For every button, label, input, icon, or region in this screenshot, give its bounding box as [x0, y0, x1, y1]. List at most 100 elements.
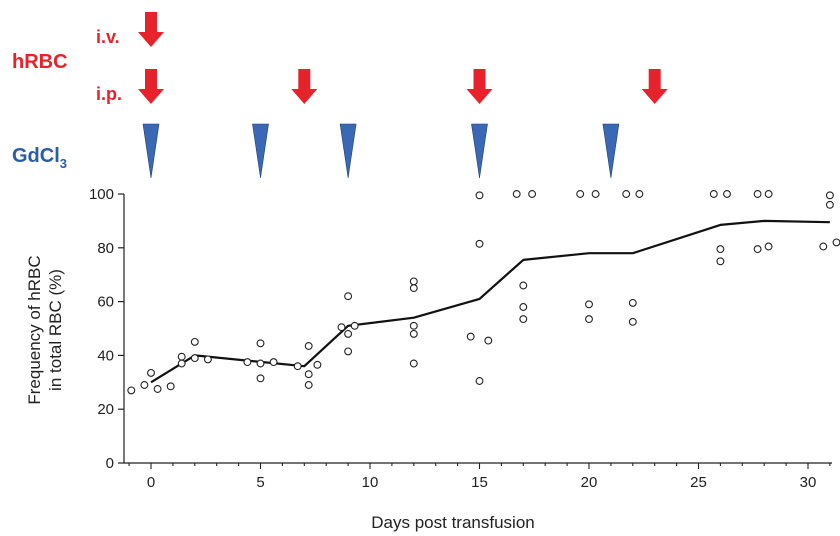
- data-point: [409, 329, 418, 338]
- data-point: [764, 242, 773, 251]
- data-point: [190, 354, 199, 363]
- data-point: [519, 303, 528, 311]
- data-point: [819, 242, 828, 251]
- data-point: [622, 190, 631, 198]
- data-point: [177, 352, 186, 361]
- data-point: [409, 321, 418, 330]
- y-tick-label: 20: [97, 401, 114, 418]
- data-point: [585, 315, 593, 324]
- data-point: [576, 190, 585, 198]
- data-point: [153, 385, 162, 393]
- x-tick-label: 0: [147, 474, 155, 491]
- data-point: [825, 191, 834, 200]
- data-point: [716, 245, 725, 254]
- data-point: [304, 370, 313, 379]
- data-point: [313, 360, 322, 369]
- data-point: [475, 239, 484, 248]
- x-axis-title: Days post transfusion: [371, 513, 534, 532]
- ip-label: i.p.: [96, 84, 122, 104]
- data-point: [409, 277, 418, 286]
- data-point: [585, 300, 593, 309]
- data-point: [519, 281, 528, 290]
- x-tick-label: 30: [800, 474, 817, 491]
- ip-arrow-icon: [641, 69, 668, 104]
- gdcl3-triangle-icon: [252, 123, 269, 179]
- data-point: [344, 329, 353, 338]
- data-point: [628, 298, 637, 307]
- data-point: [147, 368, 155, 377]
- data-point: [304, 381, 313, 389]
- data-point: [753, 245, 762, 254]
- x-tick-label: 20: [581, 474, 598, 491]
- data-point: [203, 355, 212, 364]
- data-point: [256, 374, 265, 383]
- data-point: [528, 190, 537, 198]
- data-point: [409, 359, 418, 368]
- gdcl3-triangle-icon: [339, 123, 357, 179]
- x-tick-label: 15: [471, 474, 488, 491]
- data-point: [293, 362, 302, 371]
- gdcl3-triangle-icon: [602, 123, 620, 179]
- data-point: [591, 190, 600, 198]
- data-point: [519, 315, 528, 324]
- ip-arrow-icon: [138, 69, 164, 104]
- y-tick-label: 100: [89, 186, 114, 203]
- gdcl3-triangle-icon: [471, 123, 488, 179]
- data-point: [825, 200, 834, 209]
- gdcl3-triangle-icon: [142, 123, 160, 179]
- data-point: [337, 323, 346, 332]
- data-point: [635, 190, 644, 198]
- data-point: [256, 339, 265, 348]
- data-point: [753, 190, 762, 198]
- data-point: [243, 358, 252, 367]
- y-tick-label: 40: [97, 347, 114, 364]
- data-point: [140, 381, 149, 389]
- data-point: [466, 332, 475, 341]
- x-ticks: 0 5 10 15 20 25 30: [128, 463, 831, 491]
- axes: 0 20 40 60 80 100 0 5 10 15 20 25 30: [89, 186, 832, 491]
- mean-line: [150, 219, 830, 384]
- iv-arrow-icon: [138, 12, 164, 47]
- gdcl3-label: GdCl3: [12, 145, 67, 171]
- data-point: [350, 321, 359, 330]
- y-tick-label: 0: [106, 455, 114, 472]
- data-point: [832, 238, 840, 247]
- data-point: [764, 190, 773, 198]
- data-point: [475, 191, 484, 200]
- gdcl3-label-subscript: 3: [60, 156, 67, 171]
- data-point: [256, 359, 265, 368]
- y-axis-title-line1: Frequency of hRBC: [25, 255, 44, 404]
- mean-line-layer: [150, 219, 830, 384]
- data-point: [190, 337, 199, 346]
- data-point: [269, 358, 278, 367]
- y-tick-label: 60: [97, 294, 114, 311]
- gdcl3-label-main: GdCl: [12, 145, 60, 167]
- ip-arrow-icon: [291, 69, 318, 104]
- data-point: [177, 359, 186, 368]
- x-tick-label: 25: [690, 474, 707, 491]
- x-tick-label: 10: [362, 474, 379, 491]
- data-point: [512, 190, 521, 198]
- data-point: [709, 190, 718, 198]
- data-point: [716, 257, 725, 266]
- hrbc-label: hRBC: [12, 51, 68, 73]
- data-point: [409, 284, 418, 293]
- data-point: [304, 342, 313, 350]
- data-point: [166, 382, 175, 391]
- data-point: [344, 347, 353, 356]
- data-point: [475, 377, 484, 385]
- data-point: [484, 336, 493, 345]
- data-point: [628, 317, 637, 326]
- data-point: [127, 386, 136, 395]
- y-ticks: 0 20 40 60 80 100: [89, 186, 124, 472]
- iv-label: i.v.: [96, 27, 120, 47]
- y-axis-title-line2: in total RBC (%): [46, 269, 65, 391]
- y-tick-label: 80: [97, 240, 114, 257]
- x-tick-label: 5: [256, 474, 264, 491]
- data-point: [344, 292, 353, 301]
- injection-markers: [138, 12, 668, 179]
- points-layer: [127, 190, 840, 395]
- ip-arrow-icon: [466, 69, 493, 104]
- data-point: [723, 190, 731, 198]
